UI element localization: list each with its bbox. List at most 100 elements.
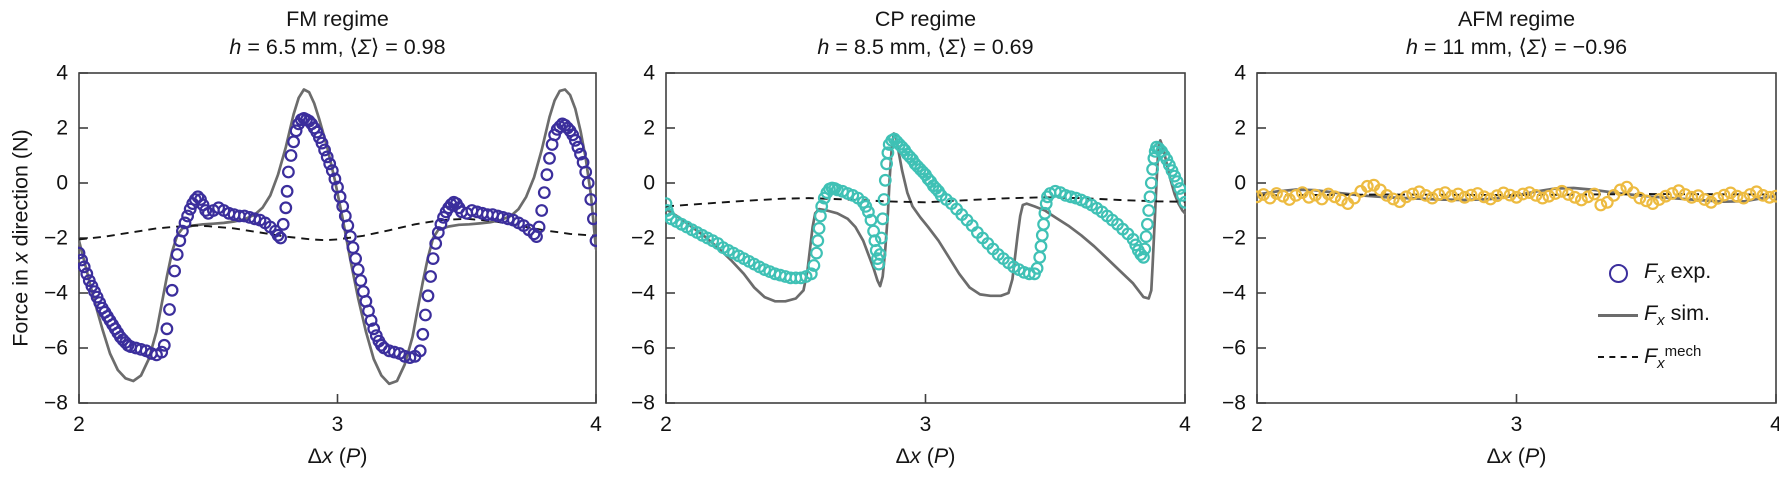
x-tick-label: 3 (920, 413, 932, 436)
x-axis-label-afm: Δx (P) (1486, 444, 1547, 468)
exp-marker (1497, 186, 1510, 200)
y-tick-label: −4 (1222, 282, 1246, 305)
exp-marker (178, 216, 192, 230)
exp-marker (1678, 188, 1692, 201)
exp-marker (1750, 185, 1763, 199)
exp-marker (873, 248, 887, 261)
exp-marker (318, 143, 332, 157)
panel-title-cp: CP regime h = 8.5 mm, ⟨Σ⟩ = 0.69 (666, 5, 1185, 61)
exp-marker (1143, 190, 1157, 204)
exp-marker (1594, 198, 1608, 212)
panel-title-cp-line2: h = 8.5 mm, ⟨Σ⟩ = 0.69 (817, 35, 1034, 59)
exp-marker (543, 151, 556, 165)
exp-marker (1308, 188, 1322, 202)
exp-marker (571, 140, 585, 154)
exp-marker (1270, 187, 1283, 200)
legend: Fx exp. Fx sim. Fxmech (1592, 252, 1711, 378)
exp-marker (1412, 185, 1426, 199)
exp-marker (1659, 189, 1673, 203)
exp-marker (1613, 183, 1627, 197)
exp-marker (403, 351, 417, 365)
exp-marker (1360, 179, 1374, 193)
exp-marker (444, 198, 458, 211)
exp-marker (1769, 189, 1777, 203)
legend-item-exp: Fx exp. (1592, 252, 1711, 294)
exp-marker (1142, 204, 1156, 217)
panel-fm: 420−2−4−6−82 3 4 (44, 62, 602, 437)
exp-marker (320, 150, 334, 164)
exp-marker (804, 267, 818, 281)
legend-item-sim: Fx sim. (1592, 294, 1711, 336)
sim-line-icon (1592, 313, 1644, 317)
exp-marker (1137, 250, 1150, 264)
panel-title-fm-line2: h = 6.5 mm, ⟨Σ⟩ = 0.98 (229, 35, 446, 59)
exp-marker (812, 221, 826, 235)
exp-marker (248, 212, 262, 226)
exp-marker (1458, 190, 1471, 204)
exp-marker (325, 164, 339, 178)
y-tick-label: 4 (1234, 62, 1246, 85)
exp-marker-icon (1592, 263, 1644, 283)
exp-marker (1037, 217, 1050, 231)
exp-marker (1477, 190, 1491, 204)
exp-marker (881, 146, 895, 160)
y-tick-label: −4 (44, 282, 68, 305)
exp-marker (78, 260, 91, 274)
exp-marker (1173, 182, 1186, 195)
exp-marker (1380, 188, 1394, 202)
exp-marker (315, 136, 329, 150)
exp-marker (1665, 187, 1679, 200)
exp-marker (287, 135, 301, 149)
x-axis-label-fm: Δx (P) (307, 444, 368, 468)
panel-title-fm-line1: FM regime (286, 7, 389, 31)
y-tick-label: 0 (643, 172, 655, 195)
exp-marker (1698, 193, 1711, 206)
exp-marker (1704, 195, 1718, 209)
exp-marker (1652, 193, 1666, 206)
exp-marker (1510, 190, 1523, 204)
exp-marker (170, 248, 184, 261)
exp-marker (1639, 194, 1653, 208)
exp-marker (1600, 195, 1614, 209)
panel-title-afm: AFM regime h = 11 mm, ⟨Σ⟩ = −0.96 (1257, 5, 1776, 61)
panel-title-afm-line2: h = 11 mm, ⟨Σ⟩ = −0.96 (1405, 35, 1628, 59)
exp-marker (1257, 188, 1270, 201)
exp-marker (1034, 239, 1048, 253)
exp-marker (1484, 192, 1497, 206)
exp-marker (160, 322, 174, 336)
exp-marker (1471, 187, 1484, 200)
y-tick-label: 2 (643, 117, 655, 140)
exp-marker (349, 252, 363, 266)
exp-marker (416, 327, 430, 341)
mech-line-icon (1592, 356, 1644, 358)
y-tick-label: −2 (631, 227, 655, 250)
exp-marker (175, 224, 189, 238)
mech-line (1256, 193, 1777, 197)
exp-marker (199, 204, 213, 217)
x-tick-label: 3 (332, 413, 344, 436)
exp-marker (1386, 192, 1400, 206)
exp-marker (276, 217, 290, 231)
exp-marker (811, 234, 825, 248)
exp-marker (1334, 193, 1348, 207)
exp-marker (1685, 190, 1699, 204)
exp-marker (537, 186, 551, 200)
exp-marker (574, 147, 587, 161)
exp-marker (1516, 187, 1530, 201)
exp-marker (1302, 190, 1316, 204)
exp-marker (434, 217, 448, 231)
exp-marker (419, 308, 432, 322)
exp-marker (1568, 190, 1582, 204)
x-tick-label: 2 (73, 413, 85, 436)
legend-item-mech: Fxmech (1592, 336, 1711, 378)
exp-marker (1548, 187, 1562, 200)
exp-marker (1724, 186, 1737, 200)
y-tick-label: −6 (631, 337, 655, 360)
exp-marker (1743, 188, 1757, 201)
exp-marker (1503, 188, 1517, 202)
y-axis-label: Force in x direction (N) (8, 129, 33, 347)
exp-marker (134, 343, 148, 356)
exp-marker (157, 338, 171, 352)
exp-marker (1176, 189, 1186, 202)
